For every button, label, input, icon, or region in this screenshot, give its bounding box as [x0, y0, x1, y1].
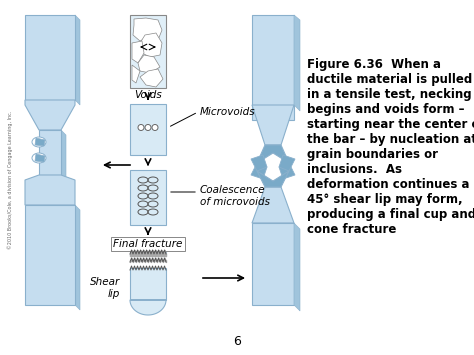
Circle shape [152, 125, 158, 131]
Bar [252, 15, 294, 120]
Text: Figure 6.36  When a
ductile material is pulled
in a tensile test, necking
begins: Figure 6.36 When a ductile material is p… [307, 58, 474, 236]
Polygon shape [257, 171, 289, 187]
Polygon shape [252, 187, 294, 223]
Polygon shape [251, 163, 267, 179]
Text: Coalescence
of microvoids: Coalescence of microvoids [200, 185, 270, 207]
Polygon shape [251, 155, 267, 171]
Text: Microvoids: Microvoids [200, 107, 255, 117]
Polygon shape [35, 138, 45, 146]
Bar [130, 170, 166, 225]
Polygon shape [132, 65, 140, 83]
Polygon shape [133, 18, 162, 41]
Text: Shear
lip: Shear lip [90, 277, 120, 299]
Polygon shape [140, 33, 162, 57]
Bar [25, 205, 75, 305]
Circle shape [138, 125, 144, 131]
Polygon shape [252, 105, 294, 145]
Text: Voids: Voids [134, 90, 162, 100]
Bar [130, 104, 166, 155]
Bar [130, 248, 166, 256]
Polygon shape [61, 130, 66, 180]
Polygon shape [35, 154, 45, 162]
Text: ©2010 Brooks/Cole, a division of Cengage Learning, Inc.: ©2010 Brooks/Cole, a division of Cengage… [7, 111, 13, 249]
Polygon shape [294, 223, 300, 311]
Polygon shape [132, 41, 144, 63]
Polygon shape [25, 100, 75, 130]
Bar [130, 268, 166, 300]
Polygon shape [294, 15, 300, 111]
Bar [130, 15, 166, 88]
Bar [25, 15, 75, 100]
Bar [252, 223, 294, 305]
Circle shape [145, 125, 151, 131]
Text: 6: 6 [233, 335, 241, 348]
Polygon shape [75, 15, 80, 105]
Text: Final fracture: Final fracture [113, 239, 182, 249]
Polygon shape [25, 175, 75, 205]
Ellipse shape [32, 153, 46, 163]
Polygon shape [279, 155, 295, 171]
Polygon shape [257, 145, 289, 163]
Polygon shape [279, 163, 295, 179]
Polygon shape [130, 300, 166, 315]
Polygon shape [75, 205, 80, 310]
Bar [39, 130, 61, 175]
Polygon shape [140, 69, 163, 87]
Ellipse shape [32, 137, 46, 147]
Polygon shape [138, 55, 160, 73]
